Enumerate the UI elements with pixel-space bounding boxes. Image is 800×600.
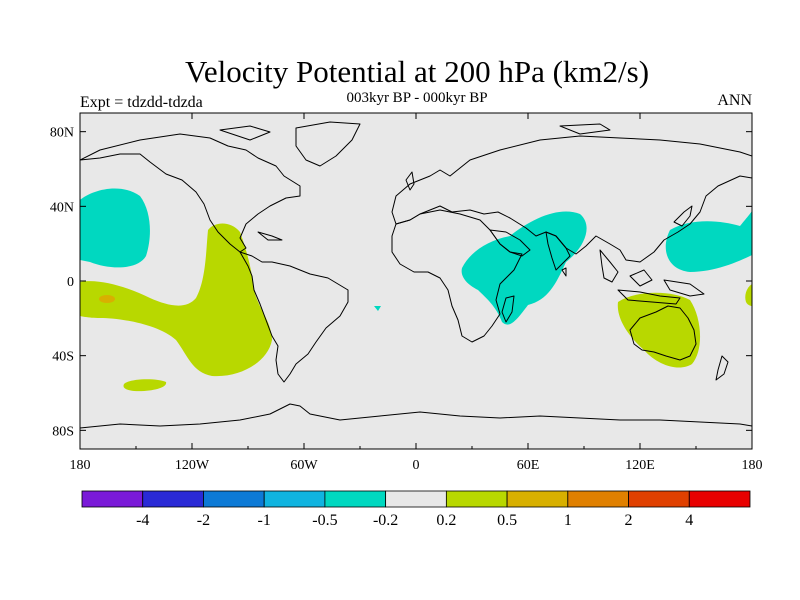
lat-tick-label: 80N <box>50 126 74 141</box>
lon-tick-label: 120W <box>175 458 210 473</box>
plot-title: Velocity Potential at 200 hPa (km2/s) <box>185 54 649 89</box>
coastlines <box>80 121 752 429</box>
coastline-arctic-islands <box>219 123 611 141</box>
contour-region-positive-australia <box>617 292 701 368</box>
legend-label: 4 <box>685 512 693 529</box>
contour-region-positive-date-line <box>745 284 752 306</box>
legend-color-box <box>688 490 751 508</box>
lon-tick-label: 180 <box>742 458 763 473</box>
map-panel <box>80 113 752 449</box>
coastline-india <box>545 231 571 271</box>
legend-label: -0.5 <box>312 512 337 529</box>
coastline-central-south-america <box>239 251 349 383</box>
legend-color-box <box>506 490 569 508</box>
lon-tick-label: 180 <box>70 458 91 473</box>
lat-tick-label: 40S <box>52 350 74 365</box>
map-background <box>80 113 752 449</box>
contour-region-negative-africa-indian <box>461 211 587 325</box>
legend-color-box <box>203 490 265 508</box>
legend-color-box <box>628 490 690 508</box>
lat-tick-label: 80S <box>52 424 74 439</box>
coastline-new-zealand <box>715 355 729 381</box>
legend-label: 0.2 <box>436 512 456 529</box>
lon-tick-label: 60W <box>290 458 318 473</box>
coastline-southeast-asia-indonesia <box>599 249 705 305</box>
lon-tick-label: 60E <box>517 458 540 473</box>
legend-label: -0.2 <box>373 512 398 529</box>
legend-label: 2 <box>625 512 633 529</box>
coastline-cuba-caribbean <box>257 231 283 241</box>
latitude-axis: 80N 40N 0 40S 80S <box>50 126 752 439</box>
coastline-greenland <box>295 121 361 167</box>
legend-color-box <box>567 490 629 508</box>
coastline-antarctica <box>80 403 752 429</box>
coastline-japan <box>673 205 693 227</box>
legend-color-box <box>142 490 204 508</box>
coastline-arabia <box>489 229 531 257</box>
legend-label: -2 <box>197 512 210 529</box>
legend-color-box <box>445 490 508 508</box>
coastline-europe-asia <box>391 135 752 263</box>
legend-color-box <box>324 490 387 508</box>
legend-label: -4 <box>136 512 149 529</box>
coastline-australia <box>629 305 697 361</box>
plot-subtitle: 003kyr BP - 000kyr BP <box>346 90 487 106</box>
contour-region-positive-southeast-pacific-patch <box>123 379 167 392</box>
legend-color-box <box>81 490 144 508</box>
legend-color-box <box>263 490 326 508</box>
contour-region-maximum-spot <box>99 295 115 303</box>
legend-color-box <box>385 490 447 508</box>
legend-label: 0.5 <box>497 512 517 529</box>
season-label: ANN <box>717 92 752 109</box>
coastline-sri-lanka <box>561 267 567 277</box>
coastline-uk <box>405 171 415 191</box>
legend-label: 1 <box>564 512 572 529</box>
lat-tick-label: 0 <box>67 275 74 290</box>
contour-region-positive-east-pacific <box>80 223 272 377</box>
lat-tick-label: 40N <box>50 200 74 215</box>
colorbar-legend: -4 -2 -1 -0.5 -0.2 0.2 0.5 1 2 4 <box>81 490 751 529</box>
coastline-africa <box>391 209 523 343</box>
contour-region-negative-atlantic-spot <box>374 306 381 311</box>
coastline-madagascar <box>501 295 515 323</box>
longitude-axis: 180 120W 60W 0 60E 120E 180 <box>70 113 763 473</box>
contour-region-negative-north-pacific <box>80 188 150 268</box>
lon-tick-label: 120E <box>625 458 655 473</box>
coastline-north-america <box>80 133 301 253</box>
legend-label: -1 <box>258 512 271 529</box>
lon-tick-label: 0 <box>413 458 420 473</box>
experiment-label: Expt = tdzdd-tdzda <box>80 94 203 111</box>
